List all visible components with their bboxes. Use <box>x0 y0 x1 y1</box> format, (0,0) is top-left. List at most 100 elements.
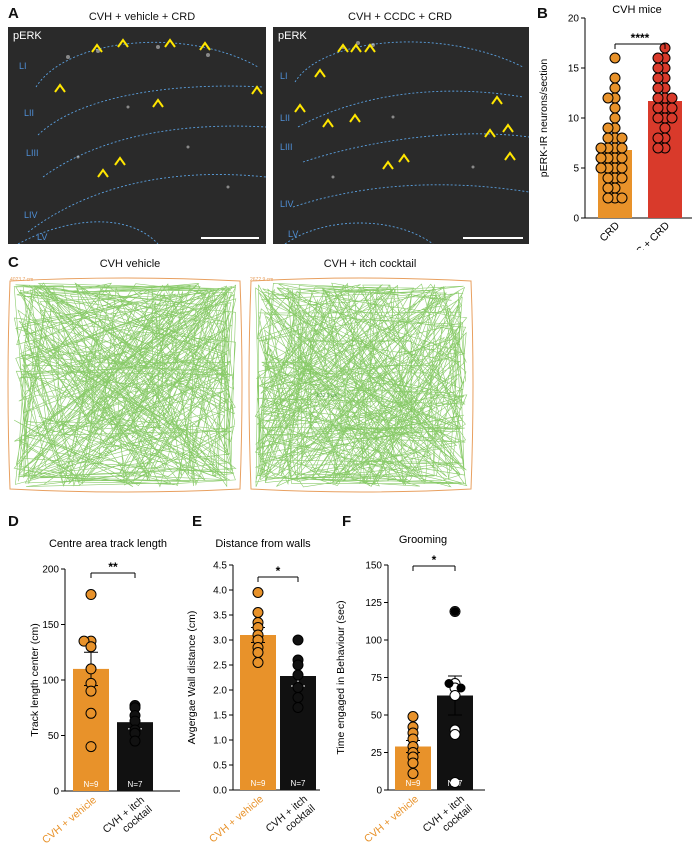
data-point <box>602 172 614 184</box>
n-label: N=9 <box>406 779 421 788</box>
data-point <box>252 587 264 598</box>
arrowhead-icon <box>502 123 514 133</box>
arrowhead-icon <box>504 151 516 161</box>
arrowhead-icon <box>91 43 103 53</box>
scale-bar <box>201 237 259 239</box>
y-tick-label: 1.5 <box>213 711 227 722</box>
y-tick-label: 3.5 <box>213 611 227 622</box>
y-tick-label: 0.5 <box>213 761 227 772</box>
y-axis-label: pERK-IR neurons/section <box>538 59 550 178</box>
y-tick-label: 0 <box>376 786 382 797</box>
micrograph-left: pERK LI LII LIII LIV LV <box>8 27 266 244</box>
arrowhead-icon <box>350 43 362 53</box>
layer-label: LIV <box>24 210 38 220</box>
data-point <box>292 682 304 693</box>
chart-title: Centre area track length <box>49 538 167 550</box>
significance-marker: **** <box>631 31 650 45</box>
layer-label: LIII <box>280 142 293 152</box>
data-point <box>609 102 621 114</box>
y-tick-label: 50 <box>48 731 60 742</box>
track-right-title: CVH + itch cocktail <box>323 258 417 270</box>
data-point <box>292 702 304 713</box>
data-point <box>652 72 664 84</box>
y-tick-label: 2.5 <box>213 661 227 672</box>
micrograph-right-title: CVH + CCDC + CRD <box>348 11 452 23</box>
data-point <box>602 92 614 104</box>
arrowhead-icon <box>251 85 263 95</box>
data-point <box>450 607 460 616</box>
y-tick-label: 4.0 <box>213 586 227 597</box>
y-tick-label: 100 <box>365 636 382 647</box>
y-tick-label: 75 <box>371 673 383 684</box>
track-left-title: CVH vehicle <box>99 258 161 270</box>
data-point <box>609 72 621 84</box>
arrowhead-icon <box>152 98 164 108</box>
data-point <box>85 707 97 719</box>
data-point <box>252 647 264 658</box>
arrowhead-icon <box>314 68 326 78</box>
data-point <box>652 82 664 94</box>
n-label: N=7 <box>448 779 463 788</box>
arrowhead-icon <box>491 95 503 105</box>
data-point <box>595 162 607 174</box>
chart-title: Distance from walls <box>215 538 311 550</box>
data-point <box>652 52 664 64</box>
y-tick-label: 20 <box>568 14 580 25</box>
data-point <box>292 634 304 646</box>
y-tick-label: 5 <box>573 164 579 175</box>
x-tick-label: CRD <box>598 219 623 244</box>
layer-label: LIV <box>280 199 294 209</box>
data-point <box>602 132 614 144</box>
y-tick-label: 150 <box>42 620 59 631</box>
data-point <box>85 663 97 675</box>
arrowhead-icon <box>484 128 496 138</box>
data-point <box>666 112 678 124</box>
data-point <box>129 735 141 747</box>
layer-label: LII <box>280 113 291 123</box>
y-tick-label: 100 <box>42 676 59 687</box>
data-point <box>85 641 97 653</box>
data-point <box>652 132 664 144</box>
significance-marker: ** <box>108 560 118 574</box>
y-tick-label: 10 <box>568 114 580 125</box>
arrowhead-icon <box>398 153 410 163</box>
layer-label: LII <box>24 108 35 118</box>
cage-outline <box>248 277 474 493</box>
arrowhead-icon <box>337 43 349 53</box>
arrowhead-icon <box>294 103 306 113</box>
arrowhead-icon <box>322 118 334 128</box>
arrowhead-icon <box>382 160 394 170</box>
data-point <box>616 142 628 154</box>
y-tick-label: 0 <box>53 787 59 798</box>
scale-bar <box>463 237 523 239</box>
y-tick-label: 25 <box>371 748 383 759</box>
center-zone <box>310 340 412 430</box>
data-point <box>609 52 621 64</box>
stain-label: pERK <box>13 30 42 42</box>
y-axis-label: Time engaged in Behaviour (sec) <box>335 600 347 754</box>
x-tick-label: CVH + itchcocktail <box>264 793 318 843</box>
track-path <box>13 282 237 488</box>
x-tick-label: CVH + itchcocktail <box>101 794 155 843</box>
x-tick-label: CVH + vehicle <box>40 794 99 843</box>
significance-marker: * <box>276 564 281 578</box>
data-point <box>407 711 419 722</box>
data-point <box>602 182 614 194</box>
data-point <box>652 142 664 154</box>
chart-e: Distance from walls 0.0 0.5 1.0 1.5 2.0 2.5 3.0… <box>186 538 320 843</box>
data-point <box>449 729 461 740</box>
arrowhead-icon <box>97 168 109 178</box>
chart-d: Centre area track length 0 50 100 150 200 Trac… <box>29 538 180 843</box>
y-axis-label: Track length center (cm) <box>29 623 41 736</box>
data-point <box>407 757 419 769</box>
data-point <box>449 690 461 701</box>
data-point <box>85 685 97 697</box>
data-point <box>407 768 419 779</box>
layer-label: LIII <box>26 148 39 158</box>
panel-label-c: C <box>8 254 19 271</box>
y-tick-label: 50 <box>371 711 383 722</box>
data-point <box>609 82 621 94</box>
data-point <box>595 142 607 154</box>
layer-label: LV <box>288 229 299 239</box>
micrograph-left-title: CVH + vehicle + CRD <box>88 11 196 23</box>
